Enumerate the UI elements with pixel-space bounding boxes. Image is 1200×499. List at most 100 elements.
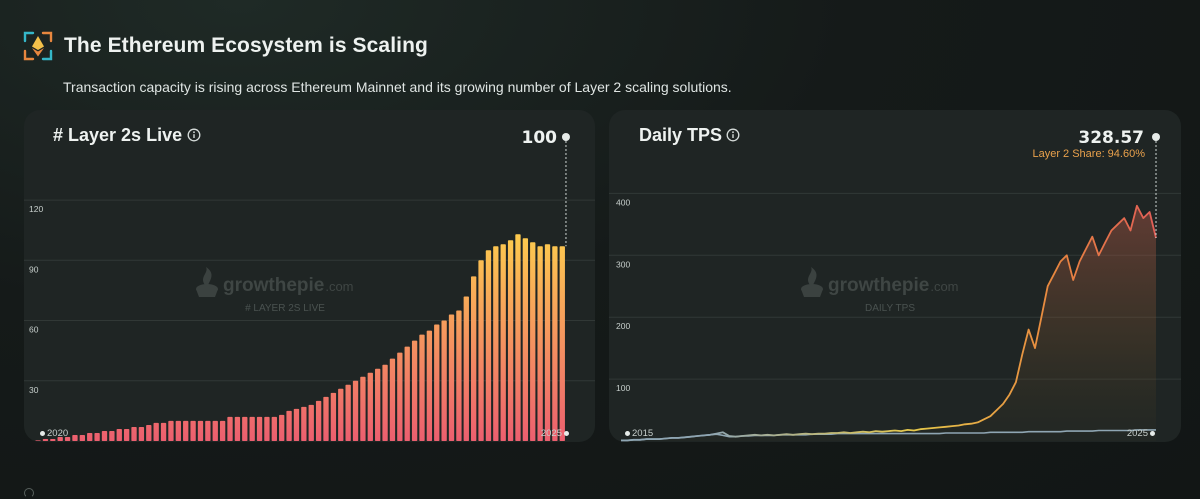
bar[interactable] <box>101 430 108 441</box>
bar[interactable] <box>79 434 85 441</box>
y-tick-label: 90 <box>29 264 39 274</box>
bar[interactable] <box>426 330 433 441</box>
bar[interactable] <box>227 416 233 441</box>
bar[interactable] <box>500 244 506 441</box>
bar[interactable] <box>552 246 558 441</box>
bar[interactable] <box>375 368 381 441</box>
loading-icon <box>24 488 34 498</box>
bar[interactable] <box>131 426 137 441</box>
bar[interactable] <box>94 432 100 441</box>
bar[interactable] <box>146 424 152 441</box>
bar[interactable] <box>42 438 49 441</box>
section-subtitle: Transaction capacity is rising across Et… <box>63 79 732 95</box>
info-icon[interactable] <box>726 128 740 142</box>
bar[interactable] <box>411 340 418 441</box>
bar[interactable] <box>382 364 388 441</box>
growthepie-watermark: growthepie .com DAILY TPS <box>801 267 959 314</box>
bar[interactable] <box>352 380 359 441</box>
bar[interactable] <box>123 428 130 441</box>
info-icon[interactable] <box>187 128 201 142</box>
bar[interactable] <box>559 246 565 441</box>
bar[interactable] <box>360 376 366 441</box>
bar[interactable] <box>493 246 499 441</box>
bar[interactable] <box>219 420 226 441</box>
bar[interactable] <box>249 416 255 441</box>
bar[interactable] <box>28 440 34 441</box>
bar[interactable] <box>323 396 329 441</box>
bar[interactable] <box>389 358 396 441</box>
bar[interactable] <box>271 416 277 441</box>
total-tps-area <box>621 205 1156 441</box>
bar[interactable] <box>315 400 322 441</box>
bar[interactable] <box>205 420 211 441</box>
bar[interactable] <box>242 416 248 441</box>
bar[interactable] <box>507 240 514 441</box>
bar[interactable] <box>35 440 41 441</box>
bar[interactable] <box>485 250 492 441</box>
bar[interactable] <box>456 310 462 442</box>
total-tps-line <box>621 204 1157 442</box>
bar[interactable] <box>286 410 292 441</box>
growthepie-logo-icon <box>801 267 823 297</box>
bar[interactable] <box>463 296 469 441</box>
bar[interactable] <box>87 432 93 441</box>
ethereum-scaling-icon <box>23 31 53 61</box>
bar[interactable] <box>197 420 204 441</box>
bar[interactable] <box>175 420 181 441</box>
bar[interactable] <box>308 404 314 441</box>
bar[interactable] <box>57 436 63 441</box>
range-start-dot <box>40 431 45 436</box>
current-value: 100 <box>521 128 558 148</box>
bar[interactable] <box>109 430 115 441</box>
bar[interactable] <box>471 276 477 441</box>
bar[interactable] <box>404 346 410 441</box>
bar[interactable] <box>367 372 373 441</box>
chart-title: # Layer 2s Live <box>53 125 183 145</box>
y-tick-label: 100 <box>616 383 630 393</box>
bar[interactable] <box>397 352 403 441</box>
bar[interactable] <box>256 416 263 441</box>
bar[interactable] <box>522 238 529 441</box>
bar[interactable] <box>64 436 71 441</box>
bar[interactable] <box>301 406 307 441</box>
bar[interactable] <box>234 416 241 441</box>
layer2s-live-card: 30 60 90 120 growthepie .com # LAYER 2S LIVE … <box>24 110 595 442</box>
current-value: 328.57 <box>1078 128 1144 148</box>
bar[interactable] <box>138 426 145 441</box>
bar[interactable] <box>515 234 521 441</box>
bar[interactable] <box>50 438 56 441</box>
bar[interactable] <box>72 434 78 441</box>
bar[interactable] <box>160 422 167 441</box>
bar[interactable] <box>338 388 344 441</box>
y-tick-label: 300 <box>616 259 630 269</box>
y-tick-label: 60 <box>29 325 39 335</box>
bar[interactable] <box>345 384 351 441</box>
bar[interactable] <box>448 314 455 441</box>
daily-tps-chart: 100 200 300 400 growthepie .com DAILY TPS <box>609 133 1181 442</box>
y-tick-label: 120 <box>29 204 43 214</box>
bar[interactable] <box>544 244 551 441</box>
bar[interactable] <box>441 320 447 441</box>
x-start-label: 2020 <box>40 428 68 439</box>
bar[interactable] <box>168 420 174 441</box>
bar[interactable] <box>478 260 484 441</box>
bar[interactable] <box>212 420 218 441</box>
current-value-marker <box>561 133 570 141</box>
bar[interactable] <box>116 428 122 441</box>
watermark-brand: growthepie <box>223 275 324 296</box>
bar[interactable] <box>537 246 543 441</box>
bar[interactable] <box>434 324 440 441</box>
bar[interactable] <box>279 414 285 441</box>
y-tick-label: 200 <box>616 321 630 331</box>
bar[interactable] <box>330 392 337 441</box>
bar[interactable] <box>419 334 425 441</box>
bar[interactable] <box>183 420 189 441</box>
bar[interactable] <box>153 422 159 441</box>
bar[interactable] <box>530 242 536 441</box>
bar[interactable] <box>264 416 270 441</box>
range-end-dot <box>564 431 569 436</box>
bar[interactable] <box>293 408 300 441</box>
growthepie-watermark: growthepie .com# LAYER 2S LIVE <box>196 267 354 314</box>
bar[interactable] <box>190 420 196 441</box>
growthepie-logo-icon <box>196 267 218 297</box>
